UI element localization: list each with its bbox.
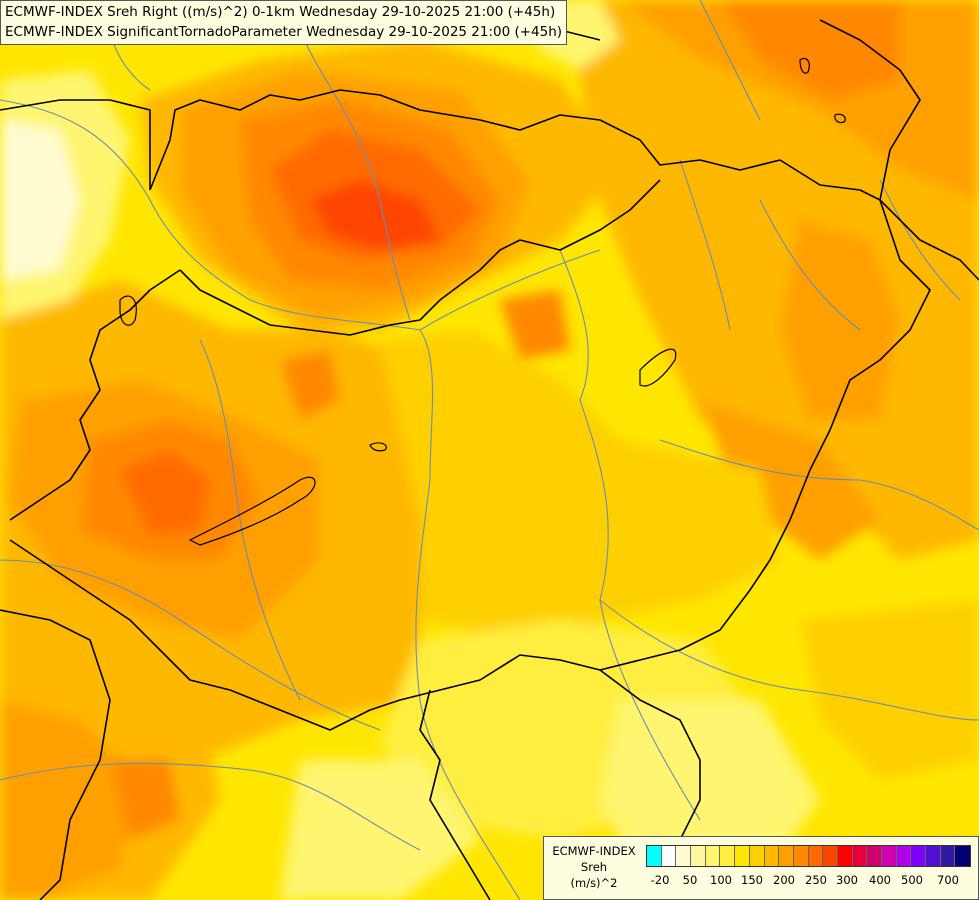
legend-swatch (837, 846, 853, 866)
lake-tisza (639, 348, 677, 387)
legend-tick-label: -20 (650, 873, 670, 887)
legend-swatch (647, 846, 662, 866)
legend-tick-label: 100 (710, 873, 732, 887)
legend-swatch (661, 846, 677, 866)
legend-swatch (882, 846, 897, 866)
legend-title-line-1: ECMWF-INDEX (552, 844, 636, 858)
legend-swatch (779, 846, 794, 866)
lakes (119, 57, 846, 546)
legend-swatch (691, 846, 706, 866)
legend-swatch (676, 846, 692, 866)
lake-neusiedl (119, 295, 137, 326)
legend-swatch (896, 846, 912, 866)
legend-swatch (808, 846, 824, 866)
legend-tick-label: 300 (836, 873, 858, 887)
legend-title: ECMWF-INDEX Sreh (m/s)^2 (546, 843, 642, 891)
legend-swatch (823, 846, 838, 866)
legend-swatch (940, 846, 956, 866)
lake-balaton (188, 476, 316, 546)
legend-tick-label: 700 (937, 873, 959, 887)
legend-swatches (646, 845, 972, 867)
legend-title-line-2: Sreh (580, 860, 608, 874)
legend-swatch (735, 846, 750, 866)
legend-swatch (926, 846, 941, 866)
legend-tick-label: 400 (869, 873, 891, 887)
legend-swatch (705, 846, 721, 866)
title-line-1: ECMWF-INDEX Sreh Right ((m/s)^2) 0-1km W… (5, 4, 556, 20)
title-line-2: ECMWF-INDEX SignificantTornadoParameter … (5, 24, 563, 40)
legend-tick-label: 50 (682, 873, 698, 887)
legend-tick-label: 200 (773, 873, 795, 887)
legend-tick-label: 250 (805, 873, 827, 887)
legend-swatch (720, 846, 736, 866)
legend-swatch (955, 846, 971, 866)
map-title-box: ECMWF-INDEX Sreh Right ((m/s)^2) 0-1km W… (0, 0, 568, 45)
legend-swatch (764, 846, 780, 866)
legend-tick-label: 500 (901, 873, 923, 887)
legend-swatch (793, 846, 809, 866)
legend-swatch (749, 846, 765, 866)
color-legend: ECMWF-INDEX Sreh (m/s)^2 -20 50 100 150 200 2… (543, 836, 979, 900)
legend-title-line-3: (m/s)^2 (570, 876, 618, 890)
legend-swatch (911, 846, 927, 866)
legend-swatch (852, 846, 868, 866)
legend-tick-label: 150 (741, 873, 763, 887)
legend-swatch (867, 846, 882, 866)
legend-ticks: -20 50 100 150 200 250 300 400 500 700 (646, 873, 971, 889)
